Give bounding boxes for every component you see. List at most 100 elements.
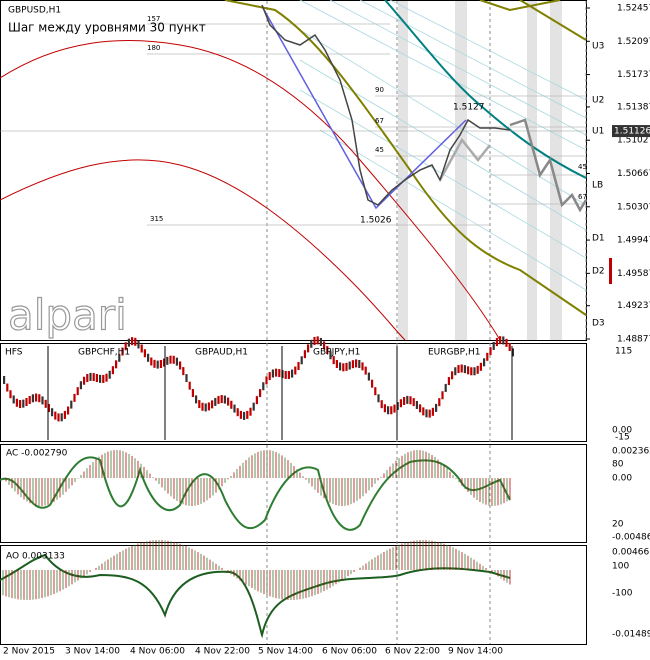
hfs-bar [265, 376, 268, 385]
hfs-bar [54, 411, 57, 420]
hfs-bar [233, 404, 236, 413]
hfs-bar [195, 395, 198, 404]
price-tick-label: 1.51027 [617, 136, 650, 146]
hfs-bar [31, 394, 34, 403]
hfs-bar [473, 367, 476, 376]
hfs-bar [182, 367, 185, 376]
ac-line [0, 456, 511, 531]
hfs-bar [460, 364, 463, 373]
hfs-bar [495, 338, 498, 347]
hfs-bar [403, 397, 406, 406]
hfs-bar [249, 407, 252, 416]
hfs-bar [143, 349, 146, 358]
price-path [261, 4, 511, 206]
hfs-bar [86, 373, 89, 382]
hfs-bar [217, 395, 220, 404]
hfs-bar [223, 395, 226, 404]
hfs-bar [326, 346, 329, 355]
ao-label: AO 0.003133 [6, 552, 65, 562]
hfs-bar [67, 406, 70, 415]
hfs-bar [108, 370, 111, 379]
hfs-bar [243, 411, 246, 420]
hfs-bar [483, 358, 486, 367]
hfs-bar [79, 381, 82, 390]
hfs-bar [486, 352, 489, 361]
price-tick-label: 1.51387 [617, 102, 650, 112]
hfs-bar [12, 395, 15, 404]
current-price-label: 1.51126 [614, 127, 650, 137]
price-tick-label: 1.50307 [617, 202, 650, 212]
fib-label: 180 [147, 44, 160, 52]
price-tick-label: 1.51737 [617, 70, 650, 80]
hfs-bar [204, 403, 207, 412]
fib-label: 45 [375, 146, 384, 154]
hfs-bar [447, 377, 450, 386]
hfs-bar [467, 366, 470, 375]
ao-tick: -100 [612, 589, 633, 599]
price-tick-label: 1.49587 [617, 269, 650, 279]
ac-tick: 20 [612, 520, 624, 530]
session-bands [398, 1, 562, 340]
hfs-bar [105, 373, 108, 382]
hfs-bar [291, 369, 294, 378]
channel-lines [299, 0, 587, 291]
hfs-bar [89, 372, 92, 381]
hfs-label: HFS [5, 348, 23, 358]
price-tick-label: 1.49947 [617, 236, 650, 246]
hfs-bar [476, 365, 479, 374]
hfs-bar [169, 355, 172, 364]
fib-levels [147, 23, 586, 226]
hfs-bar [127, 338, 130, 347]
time-label: 9 Nov 14:00 [448, 647, 503, 657]
symbol-label: GBPUSD,H1 [8, 6, 61, 16]
hfs-bar [374, 387, 377, 396]
hfs-bar [406, 395, 409, 404]
price-tick-label: 1.48877 [617, 335, 650, 345]
hfs-bar [246, 410, 249, 419]
hfs-bar [463, 365, 466, 374]
hfs-bar [147, 353, 150, 362]
hfs-bar [111, 366, 114, 375]
hfs-bar [19, 400, 22, 409]
hfs-bar [63, 410, 66, 419]
current-price-box [612, 125, 650, 138]
hfs-bar [220, 395, 223, 404]
fib-label: 90 [375, 86, 384, 94]
hfs-bar [422, 407, 425, 416]
time-label: 6 Nov 22:00 [385, 647, 440, 657]
ac-tick: -0.00486 [612, 533, 650, 543]
hfs-bar [361, 362, 364, 371]
price-tick-label: 1.49237 [617, 301, 650, 311]
hfs-bar [134, 337, 137, 346]
hfs-bar [51, 408, 54, 417]
hfs-bar [399, 399, 402, 408]
hfs-bar [387, 406, 390, 415]
hfs-bar [188, 381, 191, 390]
hfs-bar [57, 413, 60, 422]
hfs-bar [99, 374, 102, 383]
hfs-bar [502, 336, 505, 345]
hfs-bar [377, 394, 380, 403]
hfs-bar [444, 383, 447, 392]
ac-pane [0, 444, 587, 543]
hfs-bar [268, 372, 271, 381]
time-label: 4 Nov 22:00 [195, 647, 250, 657]
ac-tick: 0.00 [612, 474, 632, 484]
note: Шаг между уровнями 30 пункт [8, 21, 206, 35]
hfs-bar [380, 400, 383, 409]
hfs-bar [179, 361, 182, 370]
price-annotation: 1.5026 [360, 216, 392, 226]
hfs-symbol: GBPAUD,H1 [195, 348, 248, 358]
hfs-bars [3, 336, 514, 422]
hfs-bar [47, 404, 50, 413]
hfs-bar [28, 395, 31, 404]
hfs-bar [163, 358, 166, 367]
hfs-bar [393, 404, 396, 413]
hfs-bar [425, 409, 428, 418]
hfs-bar [396, 402, 399, 411]
ao-tick: 100 [612, 562, 629, 572]
hfs-bar [259, 389, 262, 398]
hfs-bar [499, 336, 502, 345]
level-label: D3 [592, 319, 605, 329]
